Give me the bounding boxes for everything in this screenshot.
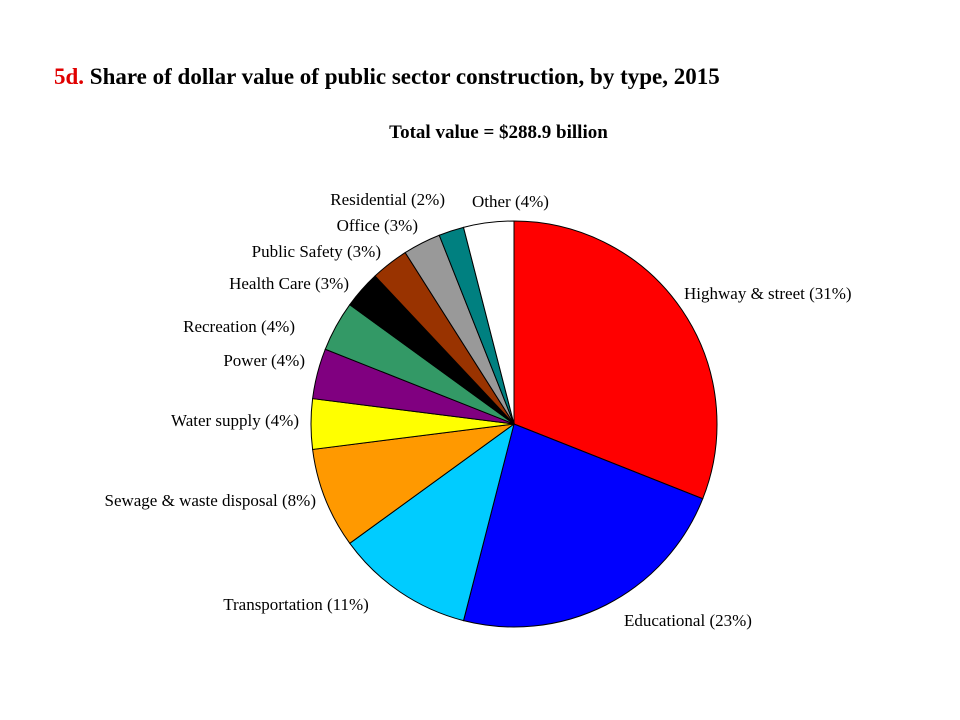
chart-subtitle: Total value = $288.9 billion — [389, 122, 608, 143]
slice-label-educational: Educational (23%) — [624, 611, 752, 630]
pie-slice-educational — [462, 423, 704, 628]
slice-label-health-care: Health Care (3%) — [229, 274, 349, 293]
slice-label-other: Other (4%) — [472, 192, 549, 211]
slice-label-transportation: Transportation (11%) — [223, 595, 369, 614]
slice-label-residential: Residential (2%) — [330, 190, 445, 209]
pie-slice-highway-street — [513, 220, 718, 500]
slice-label-sewage-waste-disposal: Sewage & waste disposal (8%) — [104, 491, 316, 510]
pie-slice-other — [462, 220, 515, 425]
title-text: Share of dollar value of public sector c… — [89, 64, 720, 89]
pie-slices — [310, 220, 718, 628]
slice-label-recreation: Recreation (4%) — [183, 317, 295, 336]
slice-label-public-safety: Public Safety (3%) — [252, 242, 381, 261]
chart-title: 5d. Share of dollar value of public sect… — [54, 64, 720, 90]
slice-label-water-supply: Water supply (4%) — [171, 411, 299, 430]
figure-label: 5d. — [54, 64, 85, 89]
slice-label-office: Office (3%) — [337, 216, 418, 235]
slice-label-highway-street: Highway & street (31%) — [684, 284, 852, 303]
pie-slice-transportation — [349, 422, 515, 622]
slice-label-power: Power (4%) — [223, 351, 305, 370]
pie-labels: Highway & street (31%) Educational (23%) T… — [104, 190, 851, 630]
pie-slice-sewage-waste-disposal — [312, 423, 515, 545]
